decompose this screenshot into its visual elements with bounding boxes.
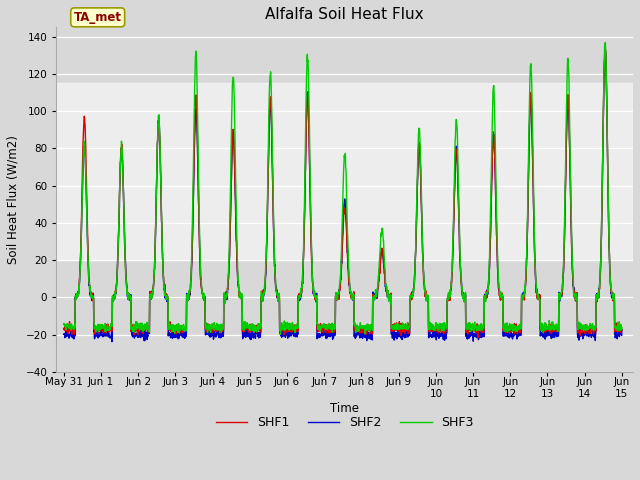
- Bar: [56, 83, 633, 260]
- SHF3: [60, 322, 68, 327]
- SHF3: [216, 323, 223, 328]
- Legend: SHF1, SHF2, SHF3: SHF1, SHF2, SHF3: [211, 411, 479, 434]
- SHF2: [60, 331, 68, 337]
- Line: SHF2: SHF2: [64, 47, 622, 342]
- SHF2: [506, 335, 513, 341]
- SHF3: [371, 291, 379, 297]
- SHF2: [618, 327, 626, 333]
- X-axis label: Time: Time: [330, 402, 359, 415]
- SHF1: [618, 327, 626, 333]
- Y-axis label: Soil Heat Flux (W/m2): Soil Heat Flux (W/m2): [7, 135, 20, 264]
- SHF3: [359, 325, 367, 331]
- SHF2: [359, 332, 367, 337]
- SHF1: [569, 275, 577, 281]
- SHF1: [584, 325, 592, 331]
- SHF1: [359, 324, 367, 330]
- SHF2: [371, 293, 379, 299]
- SHF1: [601, 44, 609, 50]
- Title: Alfalfa Soil Heat Flux: Alfalfa Soil Heat Flux: [266, 7, 424, 22]
- SHF2: [601, 44, 609, 50]
- Text: TA_met: TA_met: [74, 11, 122, 24]
- SHF1: [216, 327, 223, 333]
- SHF1: [474, 335, 482, 340]
- SHF1: [60, 326, 68, 332]
- SHF2: [569, 275, 577, 280]
- SHF3: [569, 271, 577, 277]
- SHF3: [584, 326, 592, 332]
- Line: SHF1: SHF1: [64, 47, 622, 337]
- SHF3: [276, 332, 284, 337]
- SHF3: [618, 325, 626, 331]
- SHF2: [216, 335, 223, 340]
- SHF3: [602, 40, 609, 46]
- SHF2: [108, 339, 116, 345]
- SHF1: [506, 324, 513, 329]
- Line: SHF3: SHF3: [64, 43, 622, 335]
- SHF3: [506, 327, 513, 333]
- SHF2: [584, 331, 592, 336]
- SHF1: [371, 296, 379, 301]
